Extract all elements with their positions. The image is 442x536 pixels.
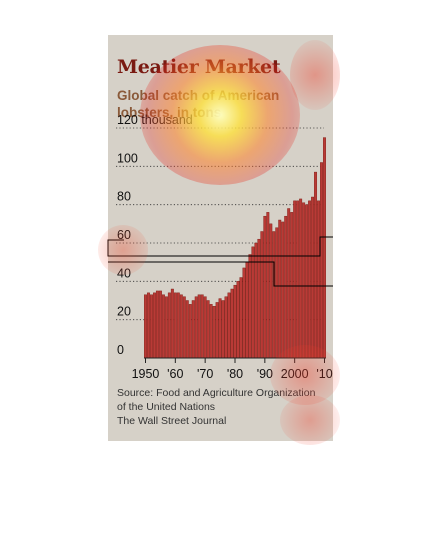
bar: [173, 292, 177, 359]
bar: [287, 208, 291, 359]
bar: [308, 200, 312, 359]
y-tick-label: 120 thousand: [117, 113, 193, 127]
bar: [284, 215, 288, 359]
bar: [197, 294, 201, 359]
bar: [281, 221, 285, 359]
bar: [323, 137, 326, 359]
bar: [290, 212, 294, 359]
y-tick-label: 80: [117, 190, 131, 204]
bar: [245, 261, 249, 359]
bar: [263, 215, 267, 359]
bar: [147, 292, 150, 359]
annotation-line-bottom: [108, 261, 333, 287]
bar: [164, 296, 168, 359]
bar: [251, 246, 255, 359]
bar: [144, 294, 147, 359]
bar: [278, 219, 282, 359]
bar: [311, 196, 315, 359]
bar: [320, 162, 323, 359]
bar: [155, 290, 159, 359]
bar: [233, 284, 237, 359]
y-tick-label: 60: [117, 228, 131, 242]
bar: [188, 304, 192, 359]
bar: [299, 198, 303, 359]
bar: [254, 242, 258, 359]
bar: [218, 298, 222, 359]
bar: [212, 306, 216, 359]
x-axis-ticks: 1950 '60 '70 '80 '90 2000 '10: [132, 358, 333, 381]
bar: [275, 227, 279, 359]
bar: [191, 300, 195, 359]
bar: [239, 277, 243, 359]
bar: [269, 223, 273, 359]
x-tick-label: 2000: [281, 367, 309, 381]
annotation-line-left: [107, 236, 333, 257]
bar: [236, 281, 240, 359]
bar: [152, 292, 156, 359]
source-line-2: of the United Nations: [117, 401, 216, 413]
bar: [161, 294, 165, 359]
bar: [170, 288, 174, 359]
annotation-lines: [107, 236, 333, 287]
bar: [194, 296, 198, 359]
bar: [314, 171, 318, 359]
bar: [302, 202, 306, 359]
bar: [224, 296, 228, 359]
bar-series: [144, 137, 326, 359]
bar: [257, 238, 261, 359]
y-tick-label: 40: [117, 266, 131, 280]
x-tick-label: 1950: [132, 367, 160, 381]
bar: [293, 200, 297, 359]
bar: [203, 296, 207, 359]
source-line-1: Source: Food and Agriculture Organizatio…: [117, 387, 316, 399]
x-tick-label: '80: [227, 367, 243, 381]
bar: [227, 292, 231, 359]
bar: [150, 294, 153, 359]
bar: [200, 294, 204, 359]
y-tick-label: 20: [117, 305, 131, 319]
bar: [305, 204, 309, 359]
bar: [179, 294, 183, 359]
x-tick-label: '90: [257, 367, 273, 381]
bar: [215, 302, 219, 359]
bar: [176, 292, 180, 359]
x-tick-label: '70: [197, 367, 213, 381]
bar: [242, 267, 246, 359]
bar: [260, 231, 264, 359]
y-tick-label: 0: [117, 343, 124, 357]
bar: [272, 231, 276, 359]
x-tick-label: '10: [316, 367, 332, 381]
bar: [182, 296, 186, 359]
bar: [167, 292, 171, 359]
y-tick-label: 100: [117, 151, 138, 165]
bar: [248, 254, 252, 359]
bar: [206, 300, 210, 359]
bar: [296, 200, 300, 359]
bar: [221, 300, 225, 359]
bar: [230, 288, 234, 359]
x-tick-label: '60: [167, 367, 183, 381]
bar: [185, 300, 189, 359]
source-line-3: The Wall Street Journal: [117, 415, 227, 427]
bar: [266, 212, 270, 359]
bar: [317, 200, 321, 359]
bar: [158, 290, 162, 359]
bar: [209, 304, 213, 359]
